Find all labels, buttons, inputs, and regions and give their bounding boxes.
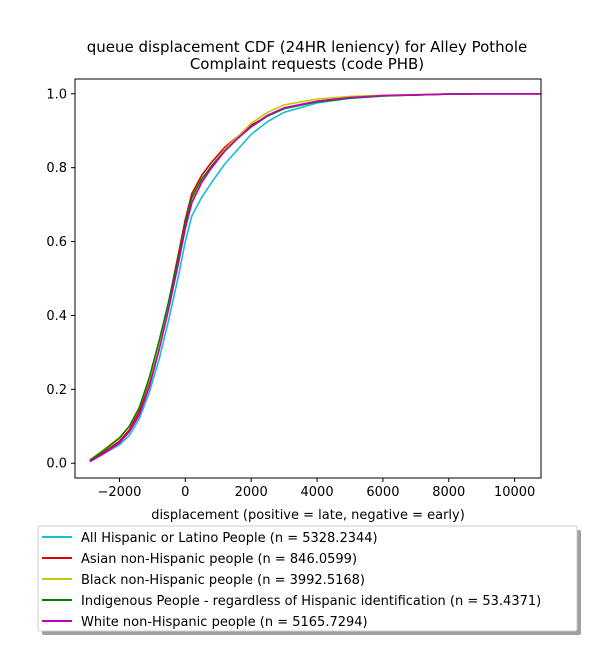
series-line-2 xyxy=(89,93,541,461)
x-tick-label: 6000 xyxy=(366,485,399,500)
axes-frame xyxy=(74,78,542,479)
x-tick-label: 8000 xyxy=(432,485,465,500)
x-tick-label: 4000 xyxy=(301,485,334,500)
x-tick-label: 10000 xyxy=(494,485,535,500)
x-tick-label: 0 xyxy=(181,485,189,500)
y-tick-label: 0.6 xyxy=(46,235,67,250)
plot-area xyxy=(89,93,541,463)
series-line-0 xyxy=(89,93,541,463)
series-line-1 xyxy=(89,93,541,463)
y-tick-label: 0.2 xyxy=(46,383,67,398)
series-line-4 xyxy=(89,93,541,463)
legend-box xyxy=(37,525,578,632)
y-tick-label: 0.4 xyxy=(46,309,67,324)
x-tick-label: 2000 xyxy=(235,485,268,500)
chart-title-line1: queue displacement CDF (24HR leniency) f… xyxy=(87,38,528,56)
legend-label: Black non-Hispanic people (n = 3992.5168… xyxy=(81,573,365,588)
x-axis-label: displacement (positive = late, negative … xyxy=(151,508,465,523)
series-line-3 xyxy=(89,93,541,461)
y-axis-ticks: 0.0 0.2 0.4 0.6 0.8 1.0 xyxy=(46,87,75,472)
x-axis-ticks: −2000 0 2000 4000 6000 8000 10000 xyxy=(97,478,535,500)
legend-label: Indigenous People - regardless of Hispan… xyxy=(81,594,541,609)
x-tick-label: −2000 xyxy=(97,485,141,500)
legend-label: All Hispanic or Latino People (n = 5328.… xyxy=(81,531,378,546)
legend-label: White non-Hispanic people (n = 5165.7294… xyxy=(81,615,368,630)
legend: All Hispanic or Latino People (n = 5328.… xyxy=(37,525,581,635)
y-tick-label: 0.8 xyxy=(46,161,67,176)
legend-label: Asian non-Hispanic people (n = 846.0599) xyxy=(81,552,357,567)
y-tick-label: 1.0 xyxy=(46,87,67,102)
chart-title-line2: Complaint requests (code PHB) xyxy=(190,55,424,73)
y-tick-label: 0.0 xyxy=(46,457,67,472)
